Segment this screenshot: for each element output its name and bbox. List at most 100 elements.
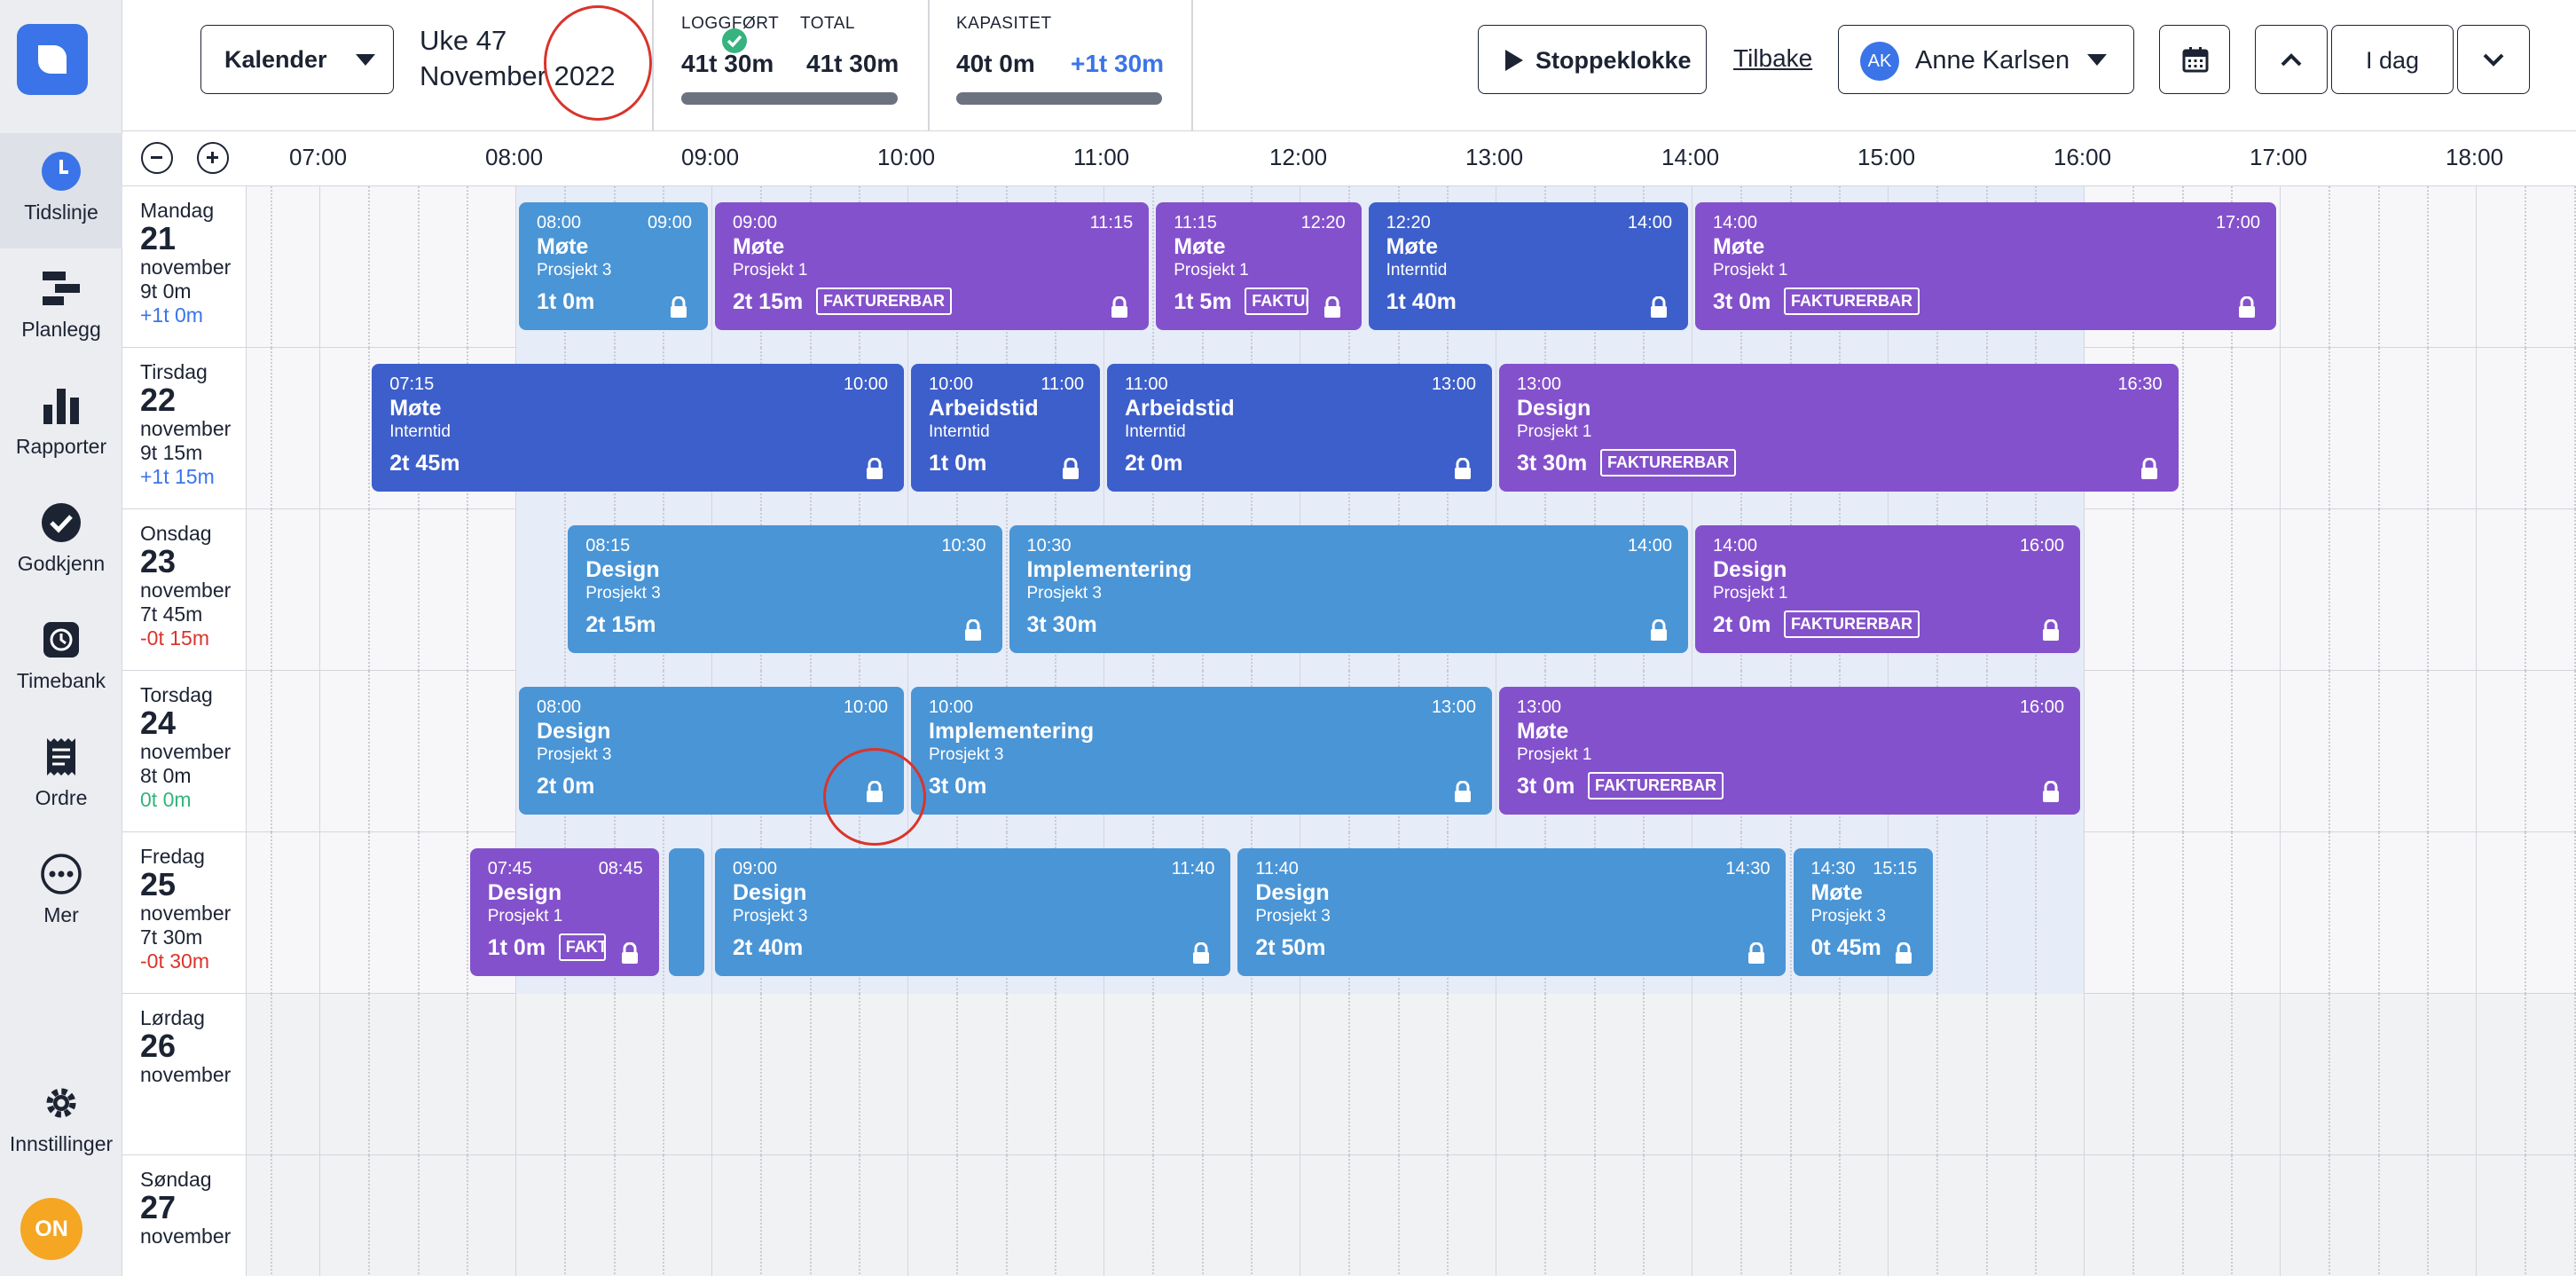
- sidebar-item-ordre[interactable]: Ordre: [0, 719, 122, 834]
- zoom-in-icon[interactable]: [197, 142, 229, 174]
- lock-icon[interactable]: [963, 618, 983, 641]
- next-week-button[interactable]: [2457, 25, 2530, 94]
- billable-badge: FAKTURERBAR: [1588, 772, 1724, 799]
- grid-line: [368, 509, 371, 671]
- grid-line: [1397, 994, 1400, 1155]
- grid-line: [2280, 832, 2281, 994]
- chevron-up-icon: [2281, 53, 2302, 67]
- grid-line: [2084, 994, 2085, 1155]
- logged-progress-bar: [681, 92, 898, 105]
- grid-line: [1005, 994, 1008, 1155]
- time-entry[interactable]: 13:00 16:00 Møte Prosjekt 1 3t 0m FAKTURE…: [1499, 687, 2080, 815]
- day-row[interactable]: 08:15 10:30 Design Prosjekt 3 2t 15m 10:3…: [247, 509, 2576, 671]
- back-link[interactable]: Tilbake: [1733, 44, 1813, 72]
- entry-start: 14:00: [1713, 213, 1758, 232]
- grid-line: [1103, 994, 1104, 1155]
- entry-project: Prosjekt 3: [929, 745, 1004, 764]
- lock-icon[interactable]: [1061, 457, 1080, 479]
- time-entry[interactable]: 11:40 14:30 Design Prosjekt 3 2t 50m: [1237, 848, 1787, 976]
- view-select[interactable]: Kalender: [200, 25, 394, 94]
- lock-icon[interactable]: [1453, 457, 1473, 479]
- lock-icon[interactable]: [2041, 780, 2061, 802]
- entry-title: Møte: [1386, 234, 1438, 259]
- sidebar-item-rapporter[interactable]: Rapporter: [0, 367, 122, 483]
- today-button[interactable]: I dag: [2331, 25, 2454, 94]
- time-entry[interactable]: 14:00 16:00 Design Prosjekt 1 2t 0m FAKTU…: [1695, 525, 2080, 653]
- lock-icon[interactable]: [1747, 941, 1766, 964]
- day-row[interactable]: [247, 994, 2576, 1155]
- lock-icon[interactable]: [2041, 618, 2061, 641]
- sidebar-item-tidslinje[interactable]: Tidslinje: [0, 133, 122, 248]
- lock-icon[interactable]: [1649, 295, 1669, 318]
- lock-icon[interactable]: [1191, 941, 1211, 964]
- user-select[interactable]: AK Anne Karlsen: [1838, 25, 2134, 94]
- lock-icon[interactable]: [1453, 780, 1473, 802]
- grid-line: [515, 186, 516, 348]
- time-entry[interactable]: 11:15 12:20 Møte Prosjekt 1 1t 5m FAKTURE…: [1156, 202, 1362, 330]
- lock-icon[interactable]: [865, 780, 884, 802]
- time-entry[interactable]: 14:00 17:00 Møte Prosjekt 1 3t 0m FAKTURE…: [1695, 202, 2276, 330]
- lock-icon[interactable]: [1894, 941, 1913, 964]
- hour-label: 10:00: [877, 144, 936, 170]
- time-entry[interactable]: 12:20 14:00 Møte Interntid 1t 40m: [1368, 202, 1688, 330]
- lock-icon[interactable]: [1323, 295, 1342, 318]
- day-name: Søndag: [140, 1168, 212, 1191]
- grid-line: [2426, 1155, 2429, 1276]
- grid-line: [2426, 832, 2429, 994]
- entry-title: Møte: [389, 396, 442, 421]
- grid-line: [907, 671, 908, 832]
- lock-icon[interactable]: [1110, 295, 1129, 318]
- time-entry[interactable]: 09:00 11:40 Design Prosjekt 3 2t 40m: [715, 848, 1231, 976]
- lock-icon[interactable]: [2237, 295, 2257, 318]
- entry-duration: 2t 0m: [537, 774, 595, 799]
- day-row[interactable]: [247, 1155, 2576, 1276]
- grid-line: [2476, 994, 2477, 1155]
- time-entry[interactable]: 07:15 10:00 Møte Interntid 2t 45m: [372, 364, 904, 492]
- grid-line: [2034, 994, 2037, 1155]
- sidebar-item-godkjenn[interactable]: Godkjenn: [0, 484, 122, 600]
- grid-line: [515, 509, 516, 671]
- day-row[interactable]: 07:45 08:45 Design Prosjekt 1 1t 0m FAKTU…: [247, 832, 2576, 994]
- app-logo[interactable]: [17, 24, 88, 95]
- entry-duration: 3t 30m: [1026, 612, 1097, 637]
- entry-end: 16:30: [2117, 374, 2163, 394]
- time-entry[interactable]: 07:45 08:45 Design Prosjekt 1 1t 0m FAKTU…: [469, 848, 659, 976]
- day-row[interactable]: 08:00 09:00 Møte Prosjekt 3 1t 0m 09:00 1…: [247, 186, 2576, 348]
- time-entry[interactable]: 11:00 13:00 Arbeidstid Interntid 2t 0m: [1107, 364, 1492, 492]
- time-entry[interactable]: 14:30 15:15 Møte Prosjekt 3 0t 45m: [1793, 848, 1934, 976]
- time-entry[interactable]: 08:15 10:30 Design Prosjekt 3 2t 15m: [568, 525, 1002, 653]
- lock-icon[interactable]: [865, 457, 884, 479]
- grid-line: [417, 1155, 420, 1276]
- grid-line: [2573, 509, 2576, 671]
- calendar-button[interactable]: [2159, 25, 2230, 94]
- time-entry[interactable]: 08:00 09:00 Møte Prosjekt 3 1t 0m: [519, 202, 708, 330]
- day-row[interactable]: 08:00 10:00 Design Prosjekt 3 2t 0m 10:00…: [247, 671, 2576, 832]
- stopwatch-button[interactable]: Stoppeklokke: [1478, 25, 1707, 94]
- previous-week-button[interactable]: [2255, 25, 2328, 94]
- lock-icon[interactable]: [2140, 457, 2159, 479]
- time-entry[interactable]: 09:00 11:15 Møte Prosjekt 1 2t 15m FAKTUR…: [715, 202, 1150, 330]
- time-entry[interactable]: 10:00 11:00 Arbeidstid Interntid 1t 0m: [911, 364, 1100, 492]
- sidebar-item-timebank[interactable]: Timebank: [0, 602, 122, 717]
- billable-badge: FAKTURERBAR: [816, 287, 952, 315]
- time-entry[interactable]: 08:00 10:00 Design Prosjekt 3 2t 0m: [519, 687, 904, 815]
- sidebar-item-settings[interactable]: Innstillinger: [0, 1065, 122, 1180]
- zoom-out-icon[interactable]: [141, 142, 173, 174]
- lock-icon[interactable]: [1649, 618, 1669, 641]
- lock-icon[interactable]: [620, 941, 640, 964]
- time-entry[interactable]: 10:30 14:00 Implementering Prosjekt 3 3t…: [1009, 525, 1688, 653]
- grid-line: [2181, 1155, 2184, 1276]
- time-entry[interactable]: 13:00 16:30 Design Prosjekt 1 3t 30m FAKT…: [1499, 364, 2179, 492]
- entry-title: Implementering: [929, 719, 1095, 744]
- sidebar-item-mer[interactable]: Mer: [0, 836, 122, 951]
- sidebar-item-planlegg[interactable]: Planlegg: [0, 250, 122, 366]
- entry-duration: 3t 30m: [1517, 451, 1588, 476]
- time-entry[interactable]: 10:00 13:00 Implementering Prosjekt 3 3t…: [911, 687, 1492, 815]
- time-entry-stub[interactable]: [669, 848, 704, 976]
- user-avatar[interactable]: ON: [20, 1198, 82, 1260]
- lock-icon[interactable]: [669, 295, 688, 318]
- total-value: 41t 30m: [806, 50, 899, 77]
- grid-line: [1201, 994, 1204, 1155]
- entry-project: Prosjekt 1: [733, 261, 808, 280]
- day-row[interactable]: 07:15 10:00 Møte Interntid 2t 45m 10:00 1…: [247, 348, 2576, 509]
